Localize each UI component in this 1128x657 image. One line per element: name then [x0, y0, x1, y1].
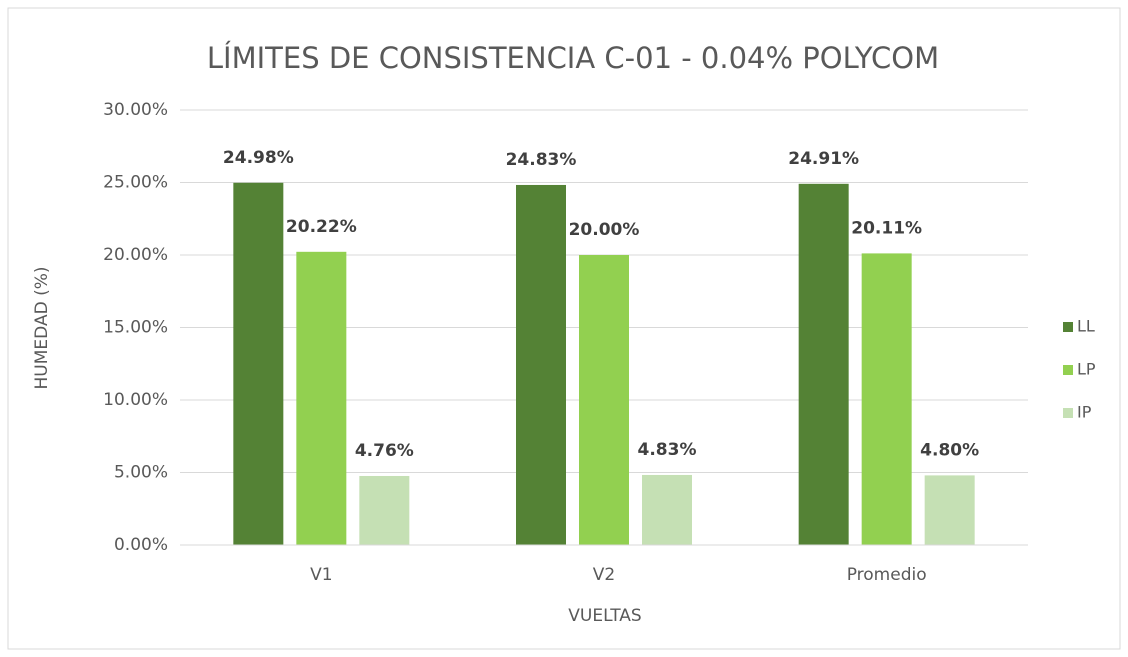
chart-title: LÍMITES DE CONSISTENCIA C-01 - 0.04% POL… — [207, 41, 939, 75]
y-tick-label: 25.00% — [103, 173, 168, 193]
legend-label: LL — [1077, 317, 1095, 336]
x-axis-label: VUELTAS — [568, 606, 641, 626]
bar — [798, 183, 849, 545]
y-tick-label: 15.00% — [103, 318, 168, 338]
data-label: 20.22% — [286, 217, 357, 237]
y-tick-label: 5.00% — [114, 463, 168, 483]
bar — [579, 255, 629, 545]
legend-swatch — [1063, 365, 1073, 375]
data-label: 24.91% — [788, 149, 859, 169]
y-tick-label: 20.00% — [103, 245, 168, 265]
bar — [642, 474, 692, 545]
bar — [516, 184, 566, 545]
data-label: 4.76% — [355, 441, 414, 461]
data-label: 24.83% — [506, 150, 577, 170]
bar — [924, 475, 975, 545]
x-tick-label: V2 — [593, 565, 615, 585]
legend-swatch — [1063, 408, 1073, 418]
bar — [359, 475, 410, 545]
y-tick-label: 30.00% — [103, 100, 168, 120]
y-axis-label: HUMEDAD (%) — [32, 267, 52, 390]
data-label: 20.11% — [851, 218, 922, 238]
y-tick-label: 10.00% — [103, 390, 168, 410]
legend-label: IP — [1077, 403, 1092, 422]
bar — [233, 182, 284, 546]
x-tick-label: V1 — [310, 565, 332, 585]
legend-swatch — [1063, 322, 1073, 332]
data-label: 24.98% — [223, 148, 294, 168]
y-tick-label: 0.00% — [114, 535, 168, 555]
data-label: 4.83% — [638, 440, 697, 460]
x-tick-label: Promedio — [847, 565, 927, 585]
legend-label: LP — [1077, 360, 1096, 379]
data-label: 4.80% — [920, 440, 979, 460]
bar — [296, 251, 347, 545]
bar — [861, 253, 912, 545]
data-label: 20.00% — [569, 220, 640, 240]
